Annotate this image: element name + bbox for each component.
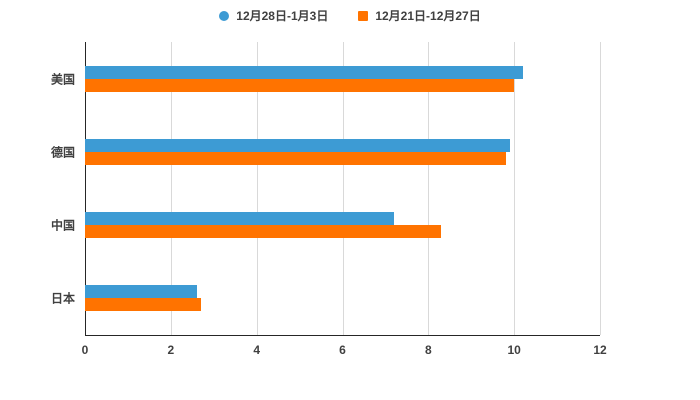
x-tick-label: 10 (507, 343, 521, 357)
series-2-marker-icon (358, 10, 369, 21)
category-label: 德国 (50, 145, 75, 160)
x-tick-label: 6 (339, 343, 346, 357)
bar-series-1[interactable] (85, 65, 523, 79)
gridline (342, 42, 344, 335)
bar-series-2[interactable] (85, 298, 201, 312)
x-tick-label: 12 (593, 343, 607, 357)
category-row: 美国 (51, 42, 600, 115)
bar-series-2[interactable] (85, 151, 506, 165)
gridline (514, 42, 516, 335)
bar-series-1[interactable] (85, 285, 197, 299)
category-label: 日本 (50, 291, 75, 306)
gridline (428, 42, 430, 335)
bar-series-2[interactable] (85, 78, 515, 92)
legend-label-series-2: 12月21日-12月27日 (375, 9, 481, 23)
bar-series-2[interactable] (85, 225, 442, 239)
series-1-marker-icon (219, 10, 230, 21)
legend-label-series-1: 12月28日-1月3日 (236, 9, 329, 23)
category-row: 德国 (51, 115, 600, 188)
category-label: 美国 (50, 72, 75, 87)
legend: 12月28日-1月3日 12月21日-12月27日 (0, 7, 700, 24)
gridline (600, 42, 601, 335)
x-tick-label: 2 (167, 343, 175, 357)
x-tick-label: 4 (253, 343, 260, 357)
y-axis-line (85, 42, 86, 335)
category-row: 日本 (51, 262, 600, 335)
category-label: 中国 (50, 218, 75, 233)
bar-series-1[interactable] (85, 212, 394, 226)
x-tick-label: 8 (424, 343, 432, 357)
bar-series-1[interactable] (85, 138, 510, 152)
gridline (170, 42, 172, 335)
x-tick-label: 0 (81, 343, 89, 357)
legend-item-series-1[interactable]: 12月28日-1月3日 (219, 7, 328, 24)
plot-area: 0 2 4 6 8 10 12 美国德国中国日本 (51, 42, 607, 357)
legend-item-series-2[interactable]: 12月21日-12月27日 (358, 7, 481, 24)
gridline (256, 42, 258, 335)
category-row: 中国 (51, 189, 600, 262)
